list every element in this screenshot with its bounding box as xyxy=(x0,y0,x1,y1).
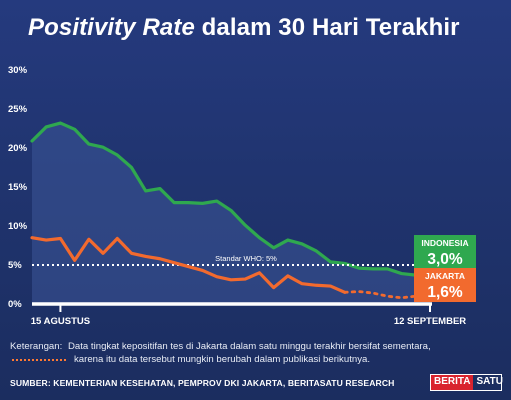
who-reference-label: Standar WHO: 5% xyxy=(215,254,277,263)
indonesia-area xyxy=(32,123,430,304)
y-tick-label: 25% xyxy=(8,104,28,115)
jakarta-label-name: JAKARTA xyxy=(425,271,465,281)
y-tick-label: 30% xyxy=(8,65,28,76)
y-tick-label: 15% xyxy=(8,182,28,193)
logo-part-2: SATU xyxy=(476,376,503,387)
line-chart: 0% 5% 10% 15% 20% 25% 30% 15 AGUSTUS 12 SEPTEMBE… xyxy=(8,65,476,327)
indonesia-end-label: INDONESIA 3,0% xyxy=(414,235,476,269)
y-tick-label: 10% xyxy=(8,221,28,232)
y-tick-label: 5% xyxy=(8,260,22,271)
jakarta-end-label: JAKARTA 1,6% xyxy=(414,268,476,302)
provisional-dotted-legend xyxy=(12,359,66,361)
y-tick-label: 20% xyxy=(8,143,28,154)
logo-part-1: BERITA xyxy=(431,375,474,390)
jakarta-label-box xyxy=(414,268,476,302)
indonesia-label-name: INDONESIA xyxy=(421,238,468,248)
y-tick-label: 0% xyxy=(8,299,22,310)
jakarta-label-value: 1,6% xyxy=(427,284,463,301)
title-regular: dalam 30 Hari Terakhir xyxy=(194,14,460,41)
indonesia-label-box xyxy=(414,235,476,269)
chart-note: Keterangan: Data tingkat kepositifan tes… xyxy=(10,340,505,366)
x-tick-label: 12 SEPTEMBER xyxy=(394,316,466,327)
beritasatu-logo: BERITA SATU xyxy=(430,374,503,391)
note-line-2: karena itu data tersebut mungkin berubah… xyxy=(74,354,370,365)
jakarta-line xyxy=(30,236,347,294)
indonesia-label-value: 3,0% xyxy=(427,251,463,268)
jakarta-provisional-line xyxy=(343,290,432,300)
title-italic: Positivity Rate xyxy=(28,14,195,41)
note-key-label: Keterangan: xyxy=(10,341,63,352)
x-tick-label: 15 AGUSTUS xyxy=(31,316,90,327)
source-text: SUMBER: KEMENTERIAN KESEHATAN, PEMPROV D… xyxy=(10,378,395,388)
chart-title: Positivity Rate dalam 30 Hari Terakhir xyxy=(28,14,460,42)
note-line-1: Data tingkat kepositifan tes di Jakarta … xyxy=(68,341,431,352)
indonesia-line xyxy=(30,121,432,283)
